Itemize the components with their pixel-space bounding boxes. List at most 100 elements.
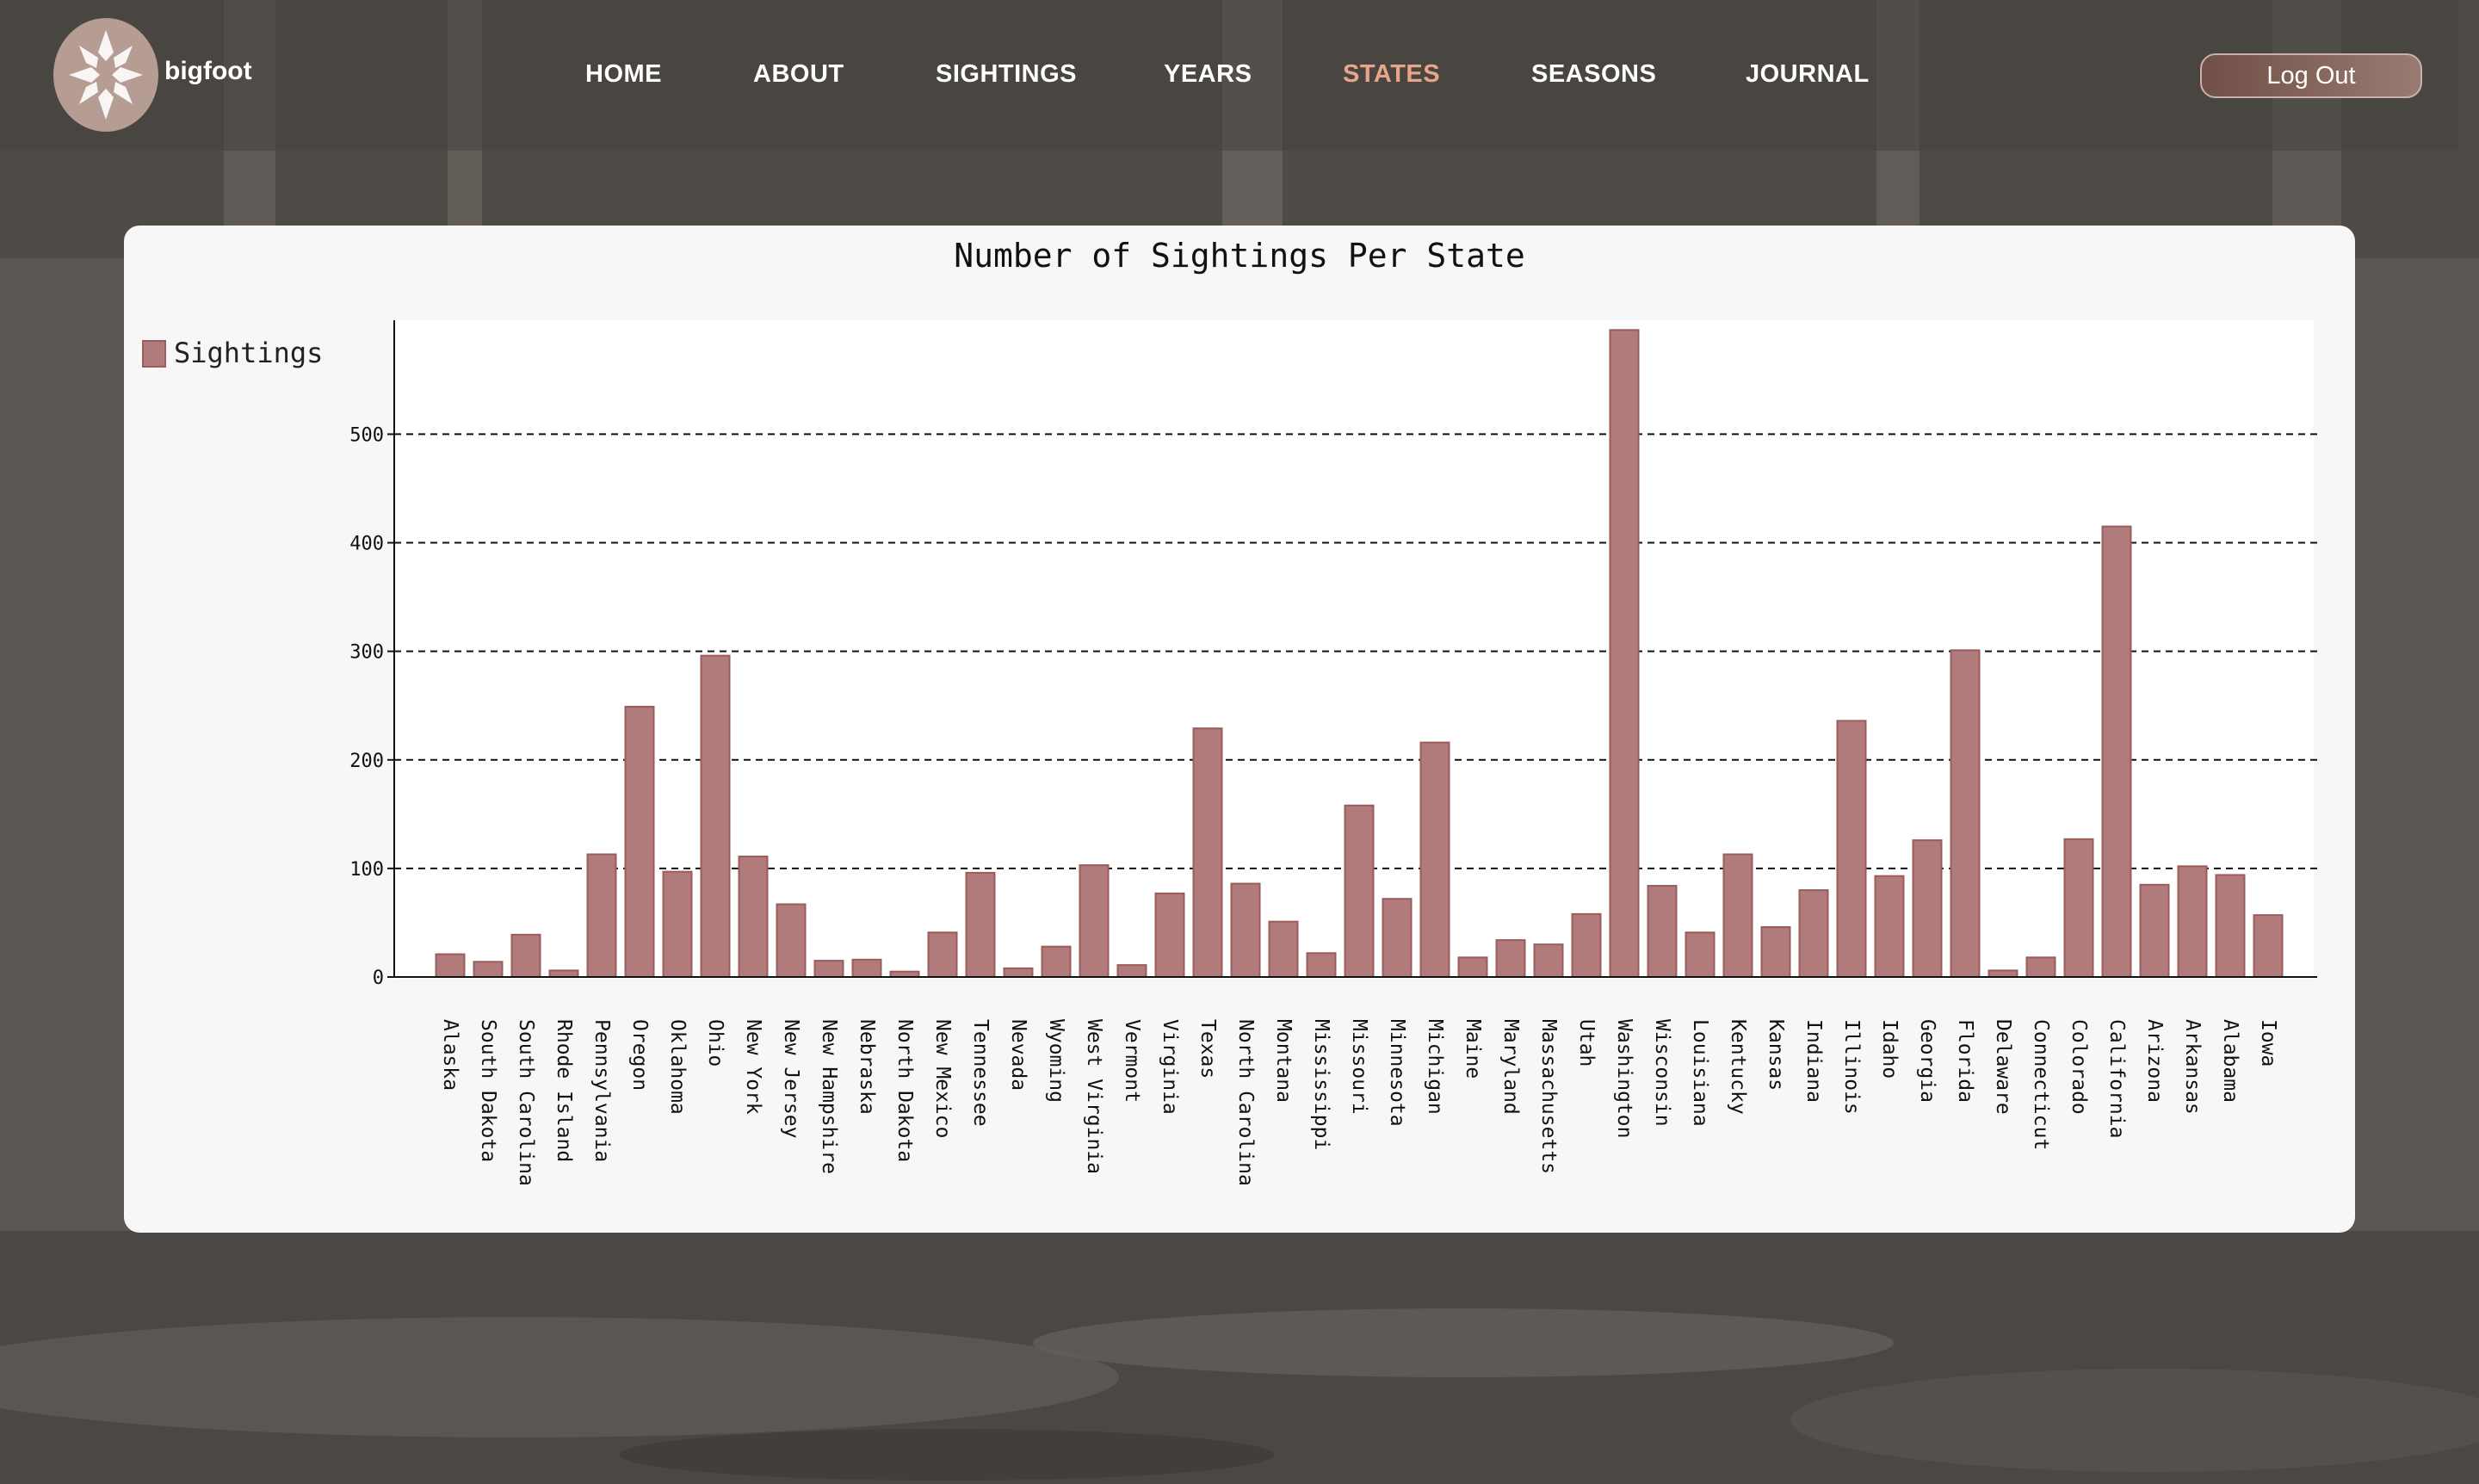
bar-alabama[interactable] — [2215, 874, 2246, 978]
bar-minnesota[interactable] — [1382, 898, 1413, 979]
bar-indiana[interactable] — [1798, 889, 1829, 978]
bar-rhode-island[interactable] — [548, 969, 579, 978]
bar-michigan[interactable] — [1419, 741, 1450, 978]
bar-idaho[interactable] — [1874, 875, 1905, 979]
bar-oregon[interactable] — [624, 705, 655, 979]
bar-tennessee[interactable] — [965, 871, 996, 979]
x-tick-label: Pennsylvania — [590, 1019, 613, 1162]
y-tick-label: 100 — [349, 859, 384, 881]
x-tick-label: Oklahoma — [666, 1019, 689, 1115]
legend-label[interactable]: Sightings — [174, 337, 323, 369]
bar-alaska[interactable] — [435, 953, 466, 978]
x-tick-label: Texas — [1196, 1019, 1219, 1079]
x-tick-label: Florida — [1954, 1019, 1976, 1103]
bar-texas[interactable] — [1192, 727, 1223, 979]
bar-california[interactable] — [2101, 525, 2132, 979]
bar-maryland[interactable] — [1495, 939, 1526, 979]
bar-kentucky[interactable] — [1722, 853, 1753, 978]
x-tick-label: Minnesota — [1386, 1019, 1408, 1127]
x-tick-label: Indiana — [1802, 1019, 1825, 1103]
x-tick-label: New Jersey — [780, 1019, 802, 1138]
bar-vermont[interactable] — [1116, 964, 1147, 978]
x-tick-label: Arkansas — [2181, 1019, 2204, 1115]
y-tick-label: 400 — [349, 534, 384, 555]
y-tick-label: 300 — [349, 642, 384, 664]
bar-oklahoma[interactable] — [662, 870, 693, 979]
x-tick-label: Oregon — [628, 1019, 651, 1091]
nav-journal-link[interactable]: JOURNAL — [1746, 60, 1870, 88]
legend-swatch — [142, 340, 166, 368]
bar-arkansas[interactable] — [2177, 865, 2208, 979]
bar-nevada[interactable] — [1003, 967, 1034, 979]
x-tick-label: Washington — [1613, 1019, 1635, 1138]
sightings-per-state-chart: Number of Sightings Per State Sightings … — [142, 237, 2317, 1186]
bar-illinois[interactable] — [1836, 720, 1867, 978]
x-tick-label: Michigan — [1424, 1019, 1446, 1115]
bar-wyoming[interactable] — [1041, 945, 1072, 979]
bar-virginia[interactable] — [1154, 892, 1185, 979]
chart-title: Number of Sightings Per State — [954, 237, 1524, 275]
x-tick-label: California — [2105, 1019, 2128, 1138]
nav-sightings-link[interactable]: SIGHTINGS — [936, 60, 1078, 88]
nav-home-link[interactable]: HOME — [585, 60, 662, 88]
bar-georgia[interactable] — [1912, 839, 1943, 979]
x-tick-label: Mississippi — [1310, 1019, 1332, 1150]
x-tick-label: Rhode Island — [553, 1019, 575, 1162]
bar-connecticut[interactable] — [2025, 956, 2056, 979]
x-tick-label: Maryland — [1499, 1019, 1522, 1115]
x-tick-label: New York — [742, 1019, 764, 1115]
bar-massachusetts[interactable] — [1533, 943, 1564, 978]
nav-years-link[interactable]: YEARS — [1164, 60, 1252, 88]
y-tick-label: 500 — [349, 424, 384, 446]
bar-mississippi[interactable] — [1306, 952, 1337, 978]
bar-delaware[interactable] — [1988, 969, 2018, 978]
bar-washington[interactable] — [1609, 329, 1640, 979]
x-tick-label: Idaho — [1878, 1019, 1901, 1079]
x-tick-label: New Hampshire — [818, 1019, 840, 1174]
bar-florida[interactable] — [1950, 649, 1981, 978]
x-tick-label: Georgia — [1916, 1019, 1938, 1103]
bar-pennsylvania[interactable] — [586, 853, 617, 978]
bar-louisiana[interactable] — [1685, 931, 1716, 978]
brand-name[interactable]: bigfoot — [164, 57, 252, 85]
bar-new-york[interactable] — [738, 856, 769, 979]
x-tick-label: Maine — [1462, 1019, 1484, 1079]
bar-utah[interactable] — [1571, 912, 1602, 979]
nav-states-link[interactable]: STATES — [1343, 60, 1441, 88]
x-tick-label: Nebraska — [856, 1019, 878, 1115]
bigfoot-logo-icon[interactable] — [53, 18, 158, 132]
x-tick-label: South Dakota — [477, 1019, 499, 1162]
bar-iowa[interactable] — [2253, 914, 2284, 979]
x-tick-label: Colorado — [2068, 1019, 2090, 1115]
bar-north-carolina[interactable] — [1230, 882, 1261, 978]
x-tick-label: Louisiana — [1689, 1019, 1711, 1127]
x-tick-label: Ohio — [704, 1019, 726, 1067]
x-tick-label: Iowa — [2257, 1019, 2279, 1067]
x-tick-label: Virginia — [1159, 1019, 1181, 1115]
bar-ohio[interactable] — [700, 654, 731, 978]
bar-montana[interactable] — [1268, 920, 1299, 978]
logout-button[interactable]: Log Out — [2200, 53, 2422, 98]
top-navigation-bar: bigfoot HOME ABOUT SIGHTINGS YEARS STATE… — [0, 0, 2458, 151]
bar-wisconsin[interactable] — [1647, 885, 1678, 978]
bar-kansas[interactable] — [1760, 925, 1791, 978]
bar-west-virginia[interactable] — [1079, 864, 1110, 978]
bar-south-carolina[interactable] — [510, 933, 541, 979]
bar-new-jersey[interactable] — [776, 903, 807, 979]
x-tick-label: Wyoming — [1045, 1019, 1067, 1103]
x-tick-label: Utah — [1575, 1019, 1598, 1067]
nav-seasons-link[interactable]: SEASONS — [1531, 60, 1657, 88]
bar-new-mexico[interactable] — [927, 931, 958, 978]
bar-south-dakota[interactable] — [473, 961, 504, 979]
x-tick-label: Arizona — [2143, 1019, 2166, 1103]
x-tick-label: Kentucky — [1727, 1019, 1749, 1115]
bar-nebraska[interactable] — [851, 958, 882, 978]
x-tick-label: North Carolina — [1234, 1019, 1257, 1186]
bar-colorado[interactable] — [2063, 838, 2094, 979]
bar-arizona[interactable] — [2139, 883, 2170, 978]
bar-missouri[interactable] — [1344, 804, 1375, 978]
bar-maine[interactable] — [1457, 956, 1488, 979]
bar-new-hampshire[interactable] — [813, 960, 844, 978]
x-tick-label: Alaska — [439, 1019, 461, 1091]
nav-about-link[interactable]: ABOUT — [753, 60, 844, 88]
